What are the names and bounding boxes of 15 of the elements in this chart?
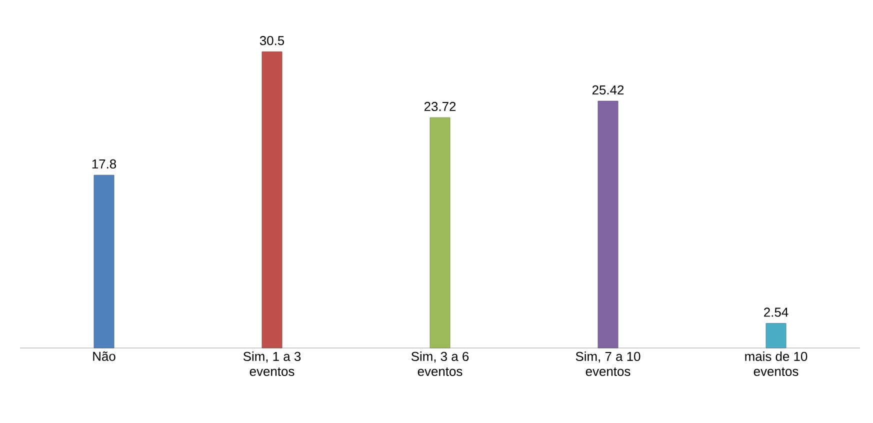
data-label: 17.8 xyxy=(92,159,116,169)
x-tick-label: Sim, 1 a 3 eventos xyxy=(243,352,301,376)
bar xyxy=(430,117,450,348)
data-label: 25.42 xyxy=(592,85,624,95)
x-tick-label: Sim, 7 a 10 eventos xyxy=(576,352,640,376)
data-label: 23.72 xyxy=(424,102,456,112)
bar xyxy=(766,323,786,348)
x-tick-label: Sim, 3 a 6 eventos xyxy=(411,352,469,376)
data-label: 30.5 xyxy=(260,36,284,46)
bar xyxy=(262,52,282,348)
x-tick-label: mais de 10 eventos xyxy=(745,352,808,376)
data-label: 2.54 xyxy=(764,308,788,317)
bar xyxy=(94,174,114,348)
x-tick-label: Não xyxy=(93,352,116,361)
bar xyxy=(598,100,618,348)
